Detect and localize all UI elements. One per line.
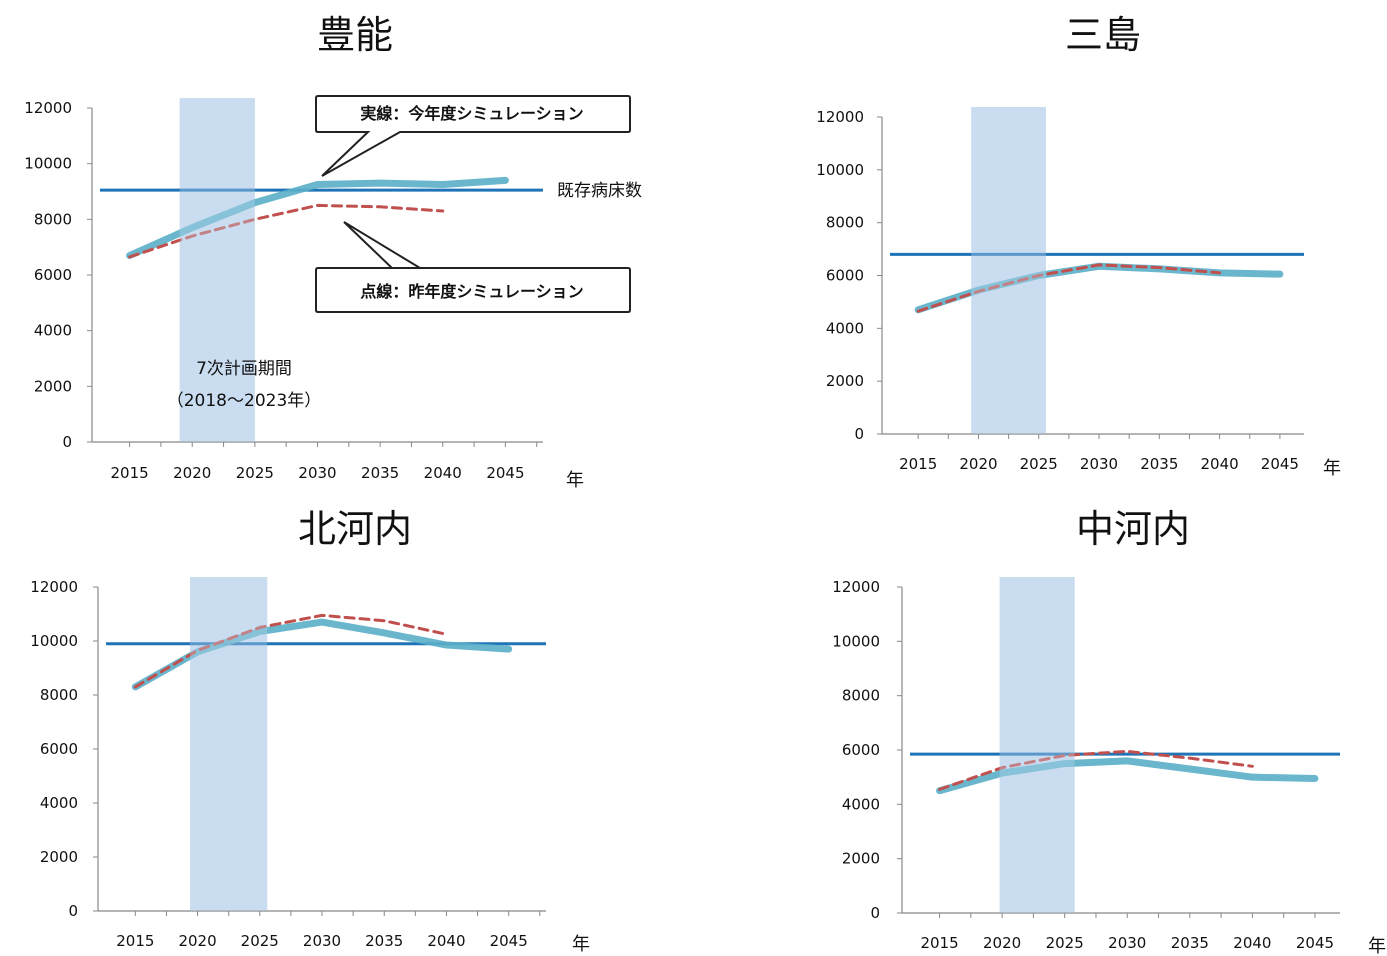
- x-unit-label: 年: [1368, 936, 1386, 956]
- plan-period-label: 7次計画期間: [196, 359, 292, 379]
- series-line-previous: [133, 613, 448, 689]
- plan-period-band: [971, 107, 1046, 434]
- x-tick-label: 2030: [1080, 455, 1118, 473]
- y-tick-label: 2000: [34, 377, 72, 395]
- chart-title: 豊能: [317, 13, 393, 57]
- x-tick-label: 2045: [1261, 455, 1299, 473]
- x-tick-label: 2045: [490, 932, 528, 950]
- y-tick-label: 0: [870, 904, 880, 922]
- y-tick-label: 2000: [40, 848, 78, 866]
- x-tick-label: 2035: [1171, 934, 1209, 952]
- x-tick-label: 2040: [1233, 934, 1271, 952]
- x-tick-label: 2015: [899, 455, 937, 473]
- chart-panel-3: 北河内 0 2000 4000 6000 8000 10000 12000 2015 2020 20…: [30, 507, 590, 955]
- series-line-current: [126, 176, 509, 260]
- plan-period-years: （2018～2023年）: [167, 391, 322, 411]
- x-tick-label: 2035: [1140, 455, 1178, 473]
- x-tick-label: 2035: [365, 932, 403, 950]
- x-tick-label: 2025: [1046, 934, 1084, 952]
- plan-period-band-overlay: [179, 98, 255, 442]
- y-tick-label: 12000: [30, 578, 78, 596]
- series-line-previous: [938, 749, 1254, 791]
- y-tick-label: 10000: [816, 161, 864, 179]
- x-tick-label: 2020: [178, 932, 216, 950]
- y-tick-label: 12000: [24, 99, 72, 117]
- x-tick-label: 2045: [486, 464, 524, 482]
- x-unit-label: 年: [566, 470, 584, 491]
- y-tick-label: 0: [68, 902, 78, 920]
- x-tick-label: 2040: [427, 932, 465, 950]
- y-tick-label: 4000: [826, 319, 864, 337]
- y-tick-label: 0: [854, 425, 864, 443]
- plan-period-band-overlay: [190, 577, 268, 911]
- x-tick-label: 2015: [116, 932, 154, 950]
- x-unit-label: 年: [1323, 458, 1341, 479]
- y-tick-label: 8000: [826, 214, 864, 232]
- chart-panel-1: 豊能 0 2000 4000 6000 8000 10000 12000 2015 2020 202…: [24, 13, 642, 491]
- x-tick-label: 2015: [920, 934, 958, 952]
- x-tick-label: 2040: [1201, 455, 1239, 473]
- plan-period-band-overlay: [971, 107, 1046, 434]
- x-tick-label: 2025: [236, 464, 274, 482]
- callout-previous: [315, 221, 631, 313]
- x-tick-label: 2020: [959, 455, 997, 473]
- y-tick-label: 6000: [842, 741, 880, 759]
- x-tick-label: 2025: [241, 932, 279, 950]
- y-tick-label: 8000: [40, 686, 78, 704]
- plan-period-band-overlay: [999, 577, 1075, 913]
- x-tick-label: 2040: [424, 464, 462, 482]
- chart-title: 中河内: [1076, 507, 1190, 551]
- y-tick-label: 4000: [34, 322, 72, 340]
- series-line-previous: [916, 263, 1222, 313]
- plan-period-band: [999, 577, 1075, 913]
- x-tick-label: 2035: [361, 464, 399, 482]
- existing-beds-label: 既存病床数: [557, 181, 642, 201]
- x-unit-label: 年: [572, 934, 590, 955]
- chart-title: 北河内: [298, 507, 412, 551]
- y-tick-label: 2000: [826, 372, 864, 390]
- chart-title: 三島: [1065, 13, 1141, 57]
- x-tick-label: 2015: [110, 464, 148, 482]
- y-tick-label: 6000: [34, 266, 72, 284]
- chart-panel-2: 三島 0 2000 4000 6000 8000 10000 12000 2015 2020 202…: [816, 13, 1341, 479]
- x-tick-label: 2025: [1020, 455, 1058, 473]
- y-tick-label: 8000: [34, 210, 72, 228]
- y-tick-label: 12000: [816, 108, 864, 126]
- y-tick-label: 2000: [842, 850, 880, 868]
- callout-current: [315, 95, 631, 177]
- y-tick-label: 12000: [832, 578, 880, 596]
- y-tick-label: 4000: [40, 794, 78, 812]
- y-tick-label: 10000: [24, 155, 72, 173]
- plan-period-band: [179, 98, 255, 442]
- y-tick-label: 6000: [826, 267, 864, 285]
- series-line-current: [131, 618, 513, 691]
- series-line-previous: [128, 203, 445, 259]
- y-tick-label: 8000: [842, 687, 880, 705]
- y-tick-label: 0: [62, 433, 72, 451]
- x-tick-label: 2020: [983, 934, 1021, 952]
- x-tick-label: 2030: [298, 464, 336, 482]
- y-tick-label: 4000: [842, 795, 880, 813]
- series-line-current: [936, 757, 1319, 795]
- y-tick-label: 6000: [40, 740, 78, 758]
- callout-previous-label: 点線：昨年度シミュレーション: [360, 282, 583, 301]
- x-tick-label: 2030: [303, 932, 341, 950]
- x-tick-label: 2045: [1296, 934, 1334, 952]
- y-tick-label: 10000: [30, 632, 78, 650]
- y-tick-label: 10000: [832, 632, 880, 650]
- x-tick-label: 2020: [173, 464, 211, 482]
- chart-panel-4: 中河内 0 2000 4000 6000 8000 10000 12000 2015 2020 20…: [832, 507, 1386, 956]
- callout-current-label: 実線：今年度シミュレーション: [360, 104, 583, 123]
- x-tick-label: 2030: [1108, 934, 1146, 952]
